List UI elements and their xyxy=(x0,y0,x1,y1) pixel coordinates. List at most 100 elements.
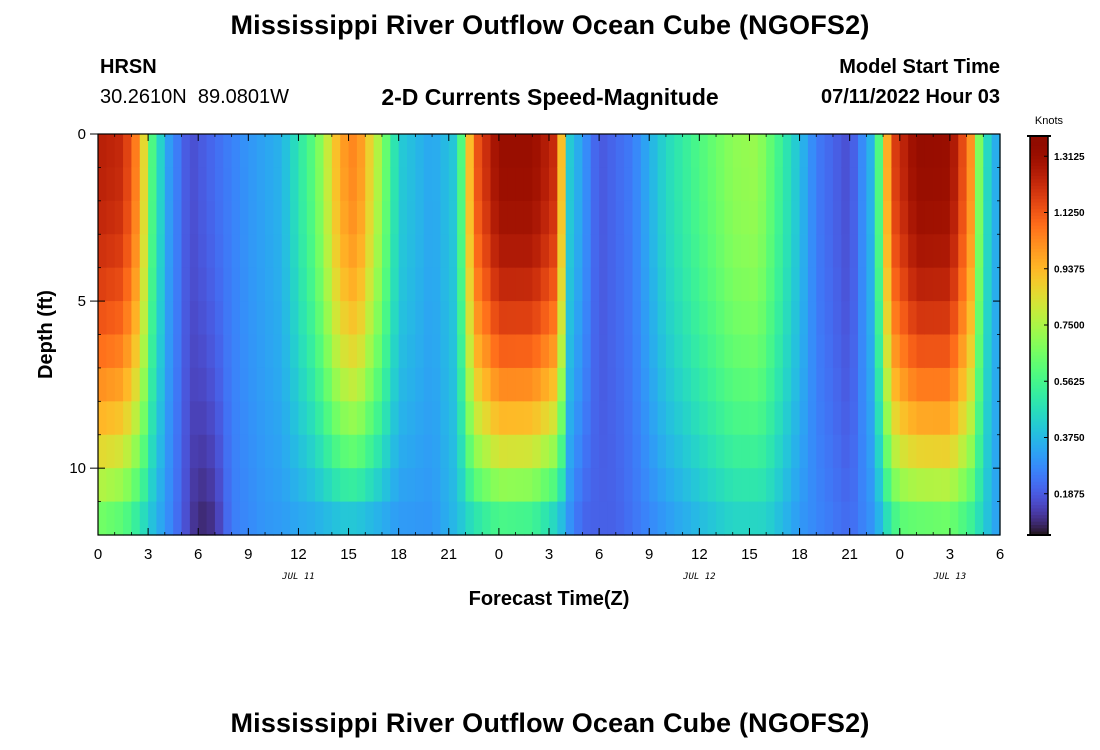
heatmap-cell xyxy=(340,200,350,235)
colorbar-swatch xyxy=(1030,318,1048,323)
heatmap-cell xyxy=(966,367,976,402)
heatmap-cell xyxy=(766,267,776,302)
chart-title: Mississippi River Outflow Ocean Cube (NG… xyxy=(230,10,870,40)
heatmap-cell xyxy=(557,401,567,436)
heatmap-cell xyxy=(356,134,366,169)
heatmap-cell xyxy=(649,200,659,235)
heatmap-cell xyxy=(448,267,458,302)
heatmap-cell xyxy=(114,401,124,436)
heatmap-cell xyxy=(131,367,141,402)
heatmap-cell xyxy=(507,468,517,503)
heatmap-cell xyxy=(331,301,341,336)
heatmap-cell xyxy=(565,334,575,369)
heatmap-cell xyxy=(774,367,784,402)
colorbar-swatch xyxy=(1030,162,1048,167)
heatmap-cell xyxy=(398,167,408,202)
heatmap-cell xyxy=(356,267,366,302)
heatmap-cell xyxy=(98,468,107,503)
heatmap-cell xyxy=(398,234,408,269)
heatmap-cell xyxy=(824,367,834,402)
heatmap-cell xyxy=(632,267,642,302)
heatmap-cell xyxy=(899,367,909,402)
heatmap-cell xyxy=(390,334,400,369)
heatmap-cell xyxy=(381,134,391,169)
heatmap-cell xyxy=(724,134,734,169)
heatmap-cell xyxy=(832,200,842,235)
heatmap-cell xyxy=(465,301,475,336)
heatmap-cell xyxy=(290,501,300,536)
heatmap-cell xyxy=(874,468,884,503)
heatmap-cell xyxy=(899,134,909,169)
heatmap-cell xyxy=(315,334,325,369)
heatmap-cell xyxy=(741,234,751,269)
heatmap-cell xyxy=(331,334,341,369)
heatmap-cell xyxy=(206,367,216,402)
x-tick-label: 15 xyxy=(340,546,357,563)
colorbar-swatch xyxy=(1030,225,1048,230)
heatmap-cell xyxy=(315,267,325,302)
heatmap-cell xyxy=(732,301,742,336)
heatmap-cell xyxy=(933,367,943,402)
heatmap-cell xyxy=(549,468,558,503)
colorbar-swatch xyxy=(1030,428,1048,433)
heatmap-cell xyxy=(640,234,650,269)
heatmap-cell xyxy=(139,167,149,202)
heatmap-cell xyxy=(390,434,400,469)
heatmap-cell xyxy=(665,134,675,169)
heatmap-cell xyxy=(290,134,300,169)
colorbar-swatch xyxy=(1030,328,1048,333)
heatmap-cell xyxy=(949,367,959,402)
heatmap-cell xyxy=(490,501,500,536)
heatmap-cell xyxy=(331,200,341,235)
heatmap-cell xyxy=(248,334,258,369)
colorbar-swatch xyxy=(1030,415,1048,420)
heatmap-cell xyxy=(490,334,500,369)
heatmap-cell xyxy=(632,468,642,503)
heatmap-cell xyxy=(732,134,742,169)
heatmap-cell xyxy=(114,468,124,503)
heatmap-cell xyxy=(690,267,700,302)
heatmap-cell xyxy=(749,401,759,436)
heatmap-cell xyxy=(248,234,258,269)
heatmap-cell xyxy=(214,468,224,503)
heatmap-cell xyxy=(248,134,258,169)
heatmap-cell xyxy=(181,301,191,336)
heatmap-cell xyxy=(290,334,300,369)
heatmap-cell xyxy=(899,301,909,336)
heatmap-cell xyxy=(498,401,508,436)
heatmap-cell xyxy=(599,434,609,469)
heatmap-cell xyxy=(390,267,400,302)
heatmap-cell xyxy=(924,334,934,369)
heatmap-cell xyxy=(173,401,183,436)
heatmap-cell xyxy=(331,434,341,469)
heatmap-cell xyxy=(665,267,675,302)
heatmap-cell xyxy=(164,200,174,235)
colorbar-swatch xyxy=(1030,375,1048,380)
heatmap-cell xyxy=(615,200,625,235)
heatmap-cell xyxy=(164,234,174,269)
colorbar-swatch xyxy=(1030,461,1048,466)
heatmap-cell xyxy=(665,234,675,269)
x-tick-label: 3 xyxy=(946,546,954,563)
heatmap-cell xyxy=(407,401,416,436)
heatmap-cell xyxy=(273,468,283,503)
heatmap-cell xyxy=(381,301,391,336)
heatmap-cell xyxy=(214,301,224,336)
heatmap-cell xyxy=(223,401,233,436)
heatmap-cell xyxy=(139,334,149,369)
heatmap-cell xyxy=(582,167,592,202)
heatmap-cell xyxy=(164,367,174,402)
heatmap-cell xyxy=(949,200,959,235)
heatmap-cell xyxy=(958,367,968,402)
heatmap-cell xyxy=(448,167,458,202)
heatmap-cell xyxy=(841,234,851,269)
heatmap-cell xyxy=(690,334,700,369)
heatmap-cell xyxy=(523,434,533,469)
heatmap-cell xyxy=(390,301,400,336)
heatmap-cell xyxy=(290,434,300,469)
heatmap-cell xyxy=(983,267,993,302)
heatmap-cell xyxy=(707,134,717,169)
colorbar-swatch xyxy=(1030,455,1048,460)
heatmap-cell xyxy=(507,267,517,302)
heatmap-cell xyxy=(173,134,183,169)
